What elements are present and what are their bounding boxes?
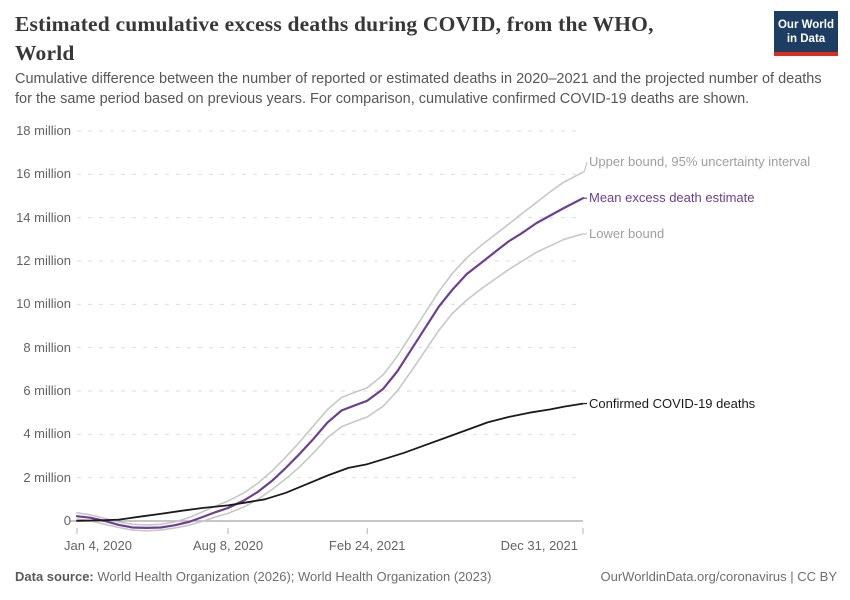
- x-axis-tick-label: Dec 31, 2021: [500, 538, 578, 553]
- chart-subtitle: Cumulative difference between the number…: [15, 71, 822, 107]
- x-axis-tick-label: Aug 8, 2020: [192, 538, 264, 553]
- y-axis-tick-label: 18 million: [16, 123, 71, 138]
- series-line: [75, 197, 585, 530]
- y-axis-tick-label: 10 million: [16, 296, 71, 312]
- owid-license-link[interactable]: OurWorldinData.org/coronavirus | CC BY: [600, 569, 837, 584]
- series-label-upper-bound: Upper bound, 95% uncertainty interval: [589, 154, 811, 170]
- series-line: [76, 402, 584, 522]
- series-label-confirmed-deaths: Confirmed COVID-19 deaths: [589, 395, 756, 411]
- y-axis-tick-label: 2 million: [23, 469, 71, 485]
- x-axis-tick-label: Feb 24, 2021: [328, 538, 406, 553]
- data-source: Data source: World Health Organization (…: [15, 569, 491, 584]
- y-axis-tick-label: 14 million: [16, 209, 71, 225]
- series-line: [76, 171, 584, 526]
- owid-logo-line1: Our World: [777, 19, 834, 31]
- series-label-connector: [583, 161, 588, 173]
- series-line: [76, 233, 584, 532]
- y-axis-tick-label: 4 million: [23, 426, 71, 442]
- y-axis-tick-label: 8 million: [23, 339, 71, 355]
- series-label-lower-bound: Lower bound: [589, 225, 665, 241]
- series-label-mean-estimate: Mean excess death estimate: [589, 190, 755, 206]
- y-axis-tick-label: 0: [63, 513, 71, 528]
- owid-logo-stripe: [774, 52, 838, 56]
- page-title: Estimated cumulative excess deaths durin…: [15, 12, 654, 65]
- data-source-label: Data source:: [15, 569, 94, 584]
- x-axis-tick-label: Jan 4, 2020: [64, 538, 132, 553]
- owid-logo-line2: in Data: [786, 33, 826, 45]
- data-source-text: World Health Organization (2026); World …: [93, 569, 492, 584]
- chart-footer: Data source: World Health Organization (…: [15, 569, 837, 584]
- owid-logo[interactable]: Our World in Data: [774, 11, 838, 56]
- y-axis-tick-label: 6 million: [23, 383, 71, 398]
- y-axis-tick-label: 12 million: [16, 253, 71, 268]
- y-axis-tick-label: 16 million: [16, 166, 71, 182]
